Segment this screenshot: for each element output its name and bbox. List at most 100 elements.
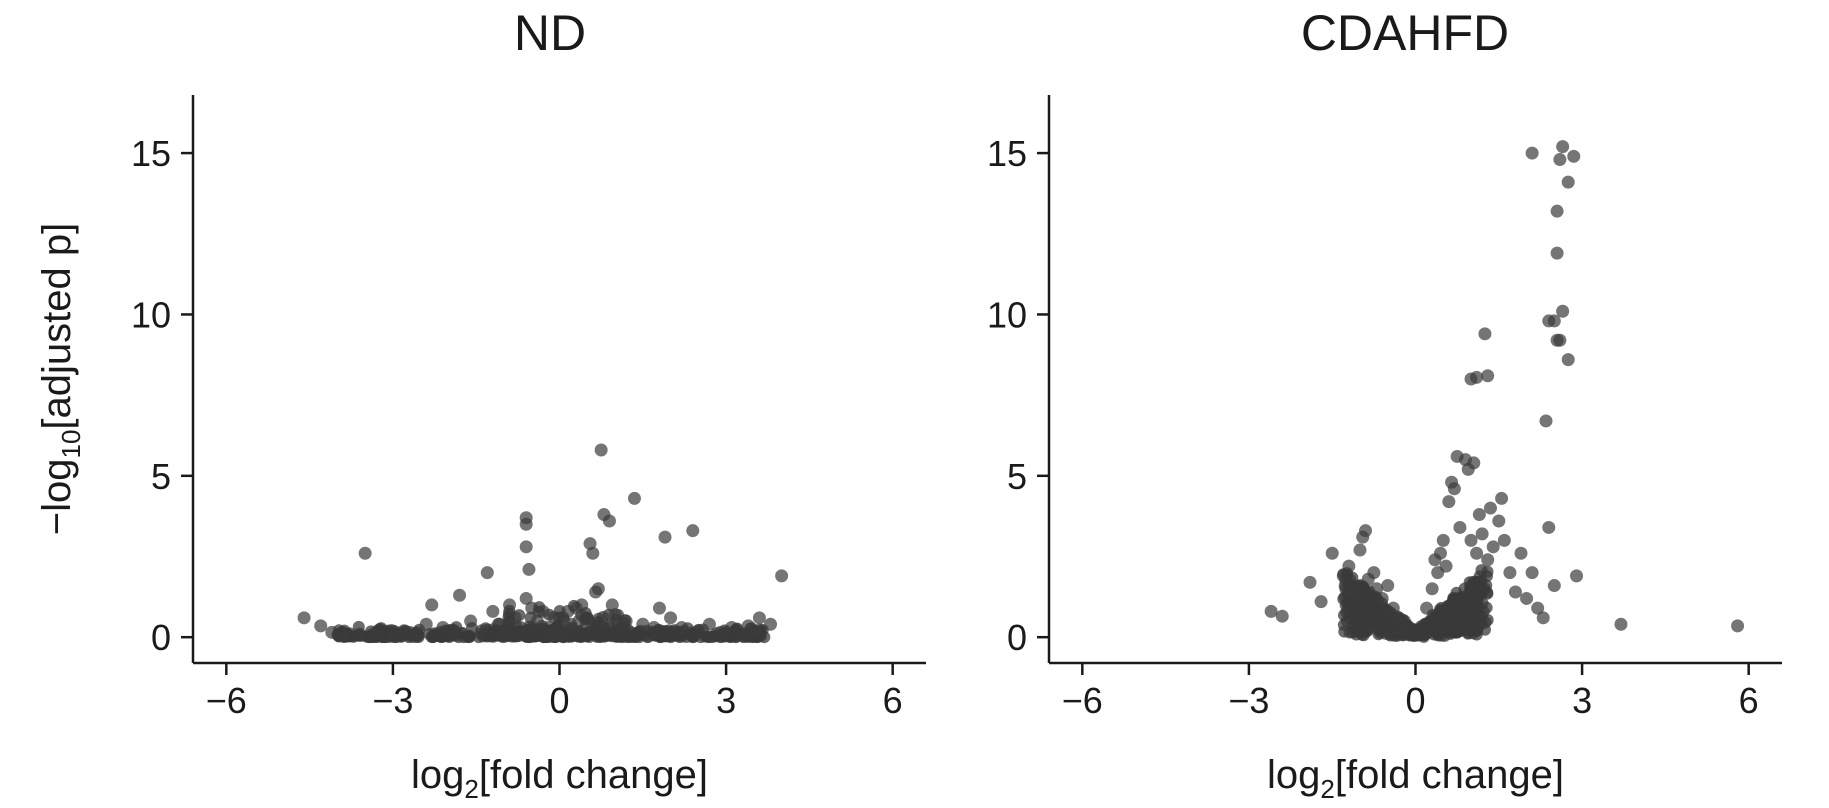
data-point (1495, 491, 1509, 505)
data-point (1470, 546, 1484, 560)
panel-cdahfd: −6 −3 0 3 6 0 5 10 15 log2[fold change] (987, 95, 1782, 804)
data-point (1471, 599, 1484, 612)
data-point (592, 612, 605, 625)
data-point (775, 569, 789, 583)
data-point (1450, 586, 1463, 599)
data-point (1453, 520, 1467, 534)
x-tick-label: 3 (1572, 680, 1592, 721)
data-point (369, 625, 383, 639)
data-point (1446, 603, 1459, 616)
data-point (1397, 614, 1411, 628)
data-point (297, 611, 311, 625)
data-point (522, 562, 536, 576)
data-point (397, 624, 411, 638)
data-point (608, 608, 622, 622)
data-point (1275, 609, 1289, 623)
data-point (1561, 175, 1575, 189)
data-point (1347, 585, 1361, 599)
data-point (475, 624, 489, 638)
data-point (1370, 582, 1384, 596)
data-point (519, 517, 533, 531)
data-point (629, 629, 642, 642)
data-point (675, 630, 688, 643)
data-point (1360, 586, 1373, 599)
y-tick-label: 0 (151, 617, 171, 658)
data-point (514, 621, 528, 634)
data-point (1481, 369, 1495, 383)
data-point (714, 625, 728, 639)
data-point (1539, 414, 1553, 428)
x-tick-label: 0 (1405, 680, 1425, 721)
panel-nd: −6 −3 0 3 6 0 5 10 15 log2[fold change] −log10[adj… (35, 95, 926, 804)
data-point (610, 630, 623, 643)
data-point (1556, 140, 1570, 154)
data-point (1447, 482, 1461, 496)
data-point (1525, 146, 1539, 160)
x-tick-label: −6 (1062, 680, 1103, 721)
data-point (1520, 591, 1534, 605)
data-point (528, 629, 541, 642)
data-point (1470, 370, 1484, 384)
data-point (503, 598, 517, 612)
data-point (591, 623, 604, 636)
data-point (1464, 533, 1478, 547)
data-point (336, 629, 350, 643)
data-point (664, 611, 678, 625)
data-point (1475, 527, 1489, 541)
data-point (525, 601, 539, 615)
data-point (627, 491, 641, 505)
data-point (1336, 569, 1350, 583)
data-point (1367, 566, 1381, 580)
data-point (1614, 617, 1628, 631)
data-point (752, 611, 766, 625)
data-point (647, 621, 661, 634)
data-point (1508, 585, 1522, 599)
data-point (447, 624, 461, 638)
data-point (314, 619, 328, 633)
data-point (1325, 546, 1339, 560)
data-point (530, 614, 544, 628)
data-point (519, 540, 533, 554)
data-point (691, 624, 705, 638)
data-point (1531, 601, 1545, 615)
data-point (1536, 611, 1550, 625)
data-point (425, 598, 439, 612)
data-point (1492, 514, 1506, 528)
data-point (602, 514, 616, 528)
data-point (519, 591, 533, 605)
data-point (764, 617, 778, 631)
data-point (419, 617, 433, 631)
y-tick-label: 10 (131, 294, 171, 335)
data-point (1359, 524, 1373, 538)
x-tick-label: 6 (1739, 680, 1759, 721)
data-point (1478, 623, 1491, 636)
x-tick-label: 6 (883, 680, 903, 721)
data-point (1478, 327, 1492, 341)
data-point (1425, 582, 1439, 596)
data-point (1451, 619, 1464, 632)
data-point (453, 588, 467, 602)
y-tick-label: 5 (151, 456, 171, 497)
data-point (1381, 579, 1395, 593)
data-point (1442, 495, 1456, 509)
data-point (1362, 611, 1375, 624)
panel-title-cdahfd: CDAHFD (1300, 5, 1510, 61)
data-point (580, 611, 594, 625)
data-point (1542, 520, 1556, 534)
x-axis-title: log2[fold change] (411, 753, 708, 804)
y-tick-label: 15 (131, 133, 171, 174)
data-point (1386, 601, 1400, 615)
data-point (408, 627, 422, 641)
data-point (1425, 622, 1438, 635)
data-point (427, 630, 440, 643)
x-tick-label: −3 (372, 680, 413, 721)
data-point (725, 621, 739, 634)
data-point (1481, 553, 1495, 567)
dense-point-cloud (1337, 564, 1494, 643)
data-point (1486, 540, 1500, 554)
data-point (1567, 149, 1581, 163)
data-point (547, 625, 561, 639)
data-point (1457, 598, 1470, 611)
data-point (353, 627, 367, 641)
